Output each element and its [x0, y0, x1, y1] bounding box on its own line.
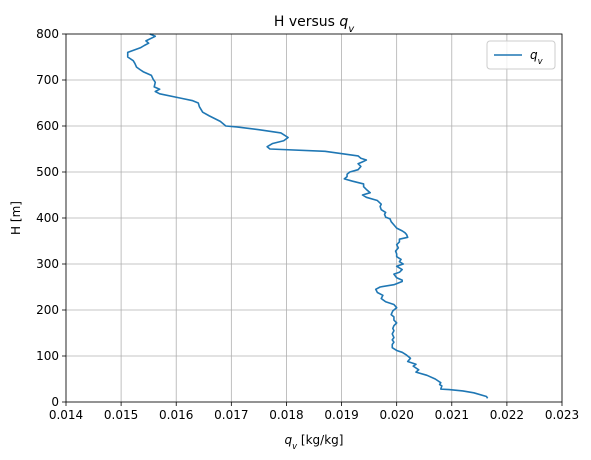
x-tick-label: 0.020	[379, 408, 413, 422]
x-tick-label: 0.019	[324, 408, 358, 422]
grid-lines	[65, 33, 563, 403]
legend-entry-qv: qv	[530, 48, 544, 66]
x-axis-label: qv [kg/kg]	[285, 433, 344, 451]
y-tick-label: 0	[51, 395, 59, 409]
plot-area	[126, 33, 489, 399]
y-tick-label: 600	[36, 119, 59, 133]
axis-ticks: 0.014 0.015 0.016 0.017 0.018 0.019 0.020 0.021…	[36, 27, 579, 422]
x-tick-label: 0.021	[435, 408, 469, 422]
y-tick-label: 300	[36, 257, 59, 271]
y-tick-label: 400	[36, 211, 59, 225]
y-tick-label: 700	[36, 73, 59, 87]
x-tick-label: 0.023	[545, 408, 579, 422]
y-tick-label: 100	[36, 349, 59, 363]
legend: qv	[486, 40, 556, 70]
y-tick-label: 500	[36, 165, 59, 179]
x-tick-label: 0.015	[104, 408, 138, 422]
y-axis-label: H [m]	[9, 201, 23, 235]
x-tick-label: 0.017	[214, 408, 248, 422]
x-tick-label: 0.018	[269, 408, 303, 422]
x-tick-label: 0.022	[490, 408, 524, 422]
y-tick-label: 800	[36, 27, 59, 41]
series-line-qv	[126, 33, 489, 399]
x-tick-label: 0.016	[159, 408, 193, 422]
y-tick-label: 200	[36, 303, 59, 317]
chart-title: H versus qv	[274, 14, 354, 35]
x-tick-label: 0.014	[49, 408, 83, 422]
